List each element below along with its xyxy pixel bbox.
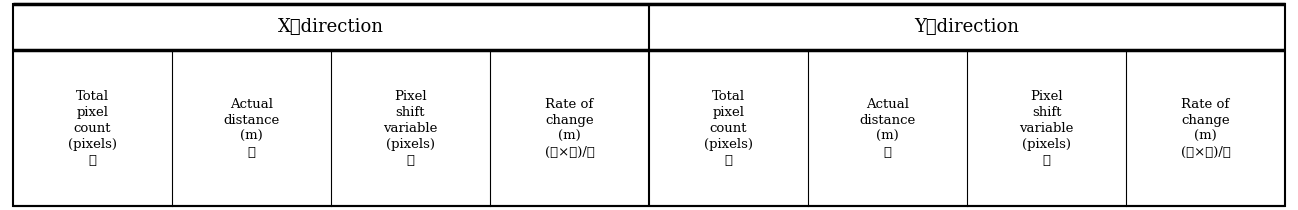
Text: Pixel
shift
variable
(pixels)
③: Pixel shift variable (pixels) ③ bbox=[383, 90, 437, 167]
Text: Actual
distance
(m)
②: Actual distance (m) ② bbox=[223, 98, 279, 159]
Text: Actual
distance
(m)
②: Actual distance (m) ② bbox=[859, 98, 915, 159]
Text: Rate of
change
(m)
(②×③)/①: Rate of change (m) (②×③)/① bbox=[545, 98, 594, 159]
Text: X－direction: X－direction bbox=[278, 18, 384, 36]
Text: Pixel
shift
variable
(pixels)
③: Pixel shift variable (pixels) ③ bbox=[1019, 90, 1073, 167]
Text: Rate of
change
(m)
(②×③)/①: Rate of change (m) (②×③)/① bbox=[1181, 98, 1231, 159]
Text: Total
pixel
count
(pixels)
①: Total pixel count (pixels) ① bbox=[67, 90, 117, 167]
Text: Total
pixel
count
(pixels)
①: Total pixel count (pixels) ① bbox=[704, 90, 753, 167]
Text: Y－direction: Y－direction bbox=[915, 18, 1019, 36]
